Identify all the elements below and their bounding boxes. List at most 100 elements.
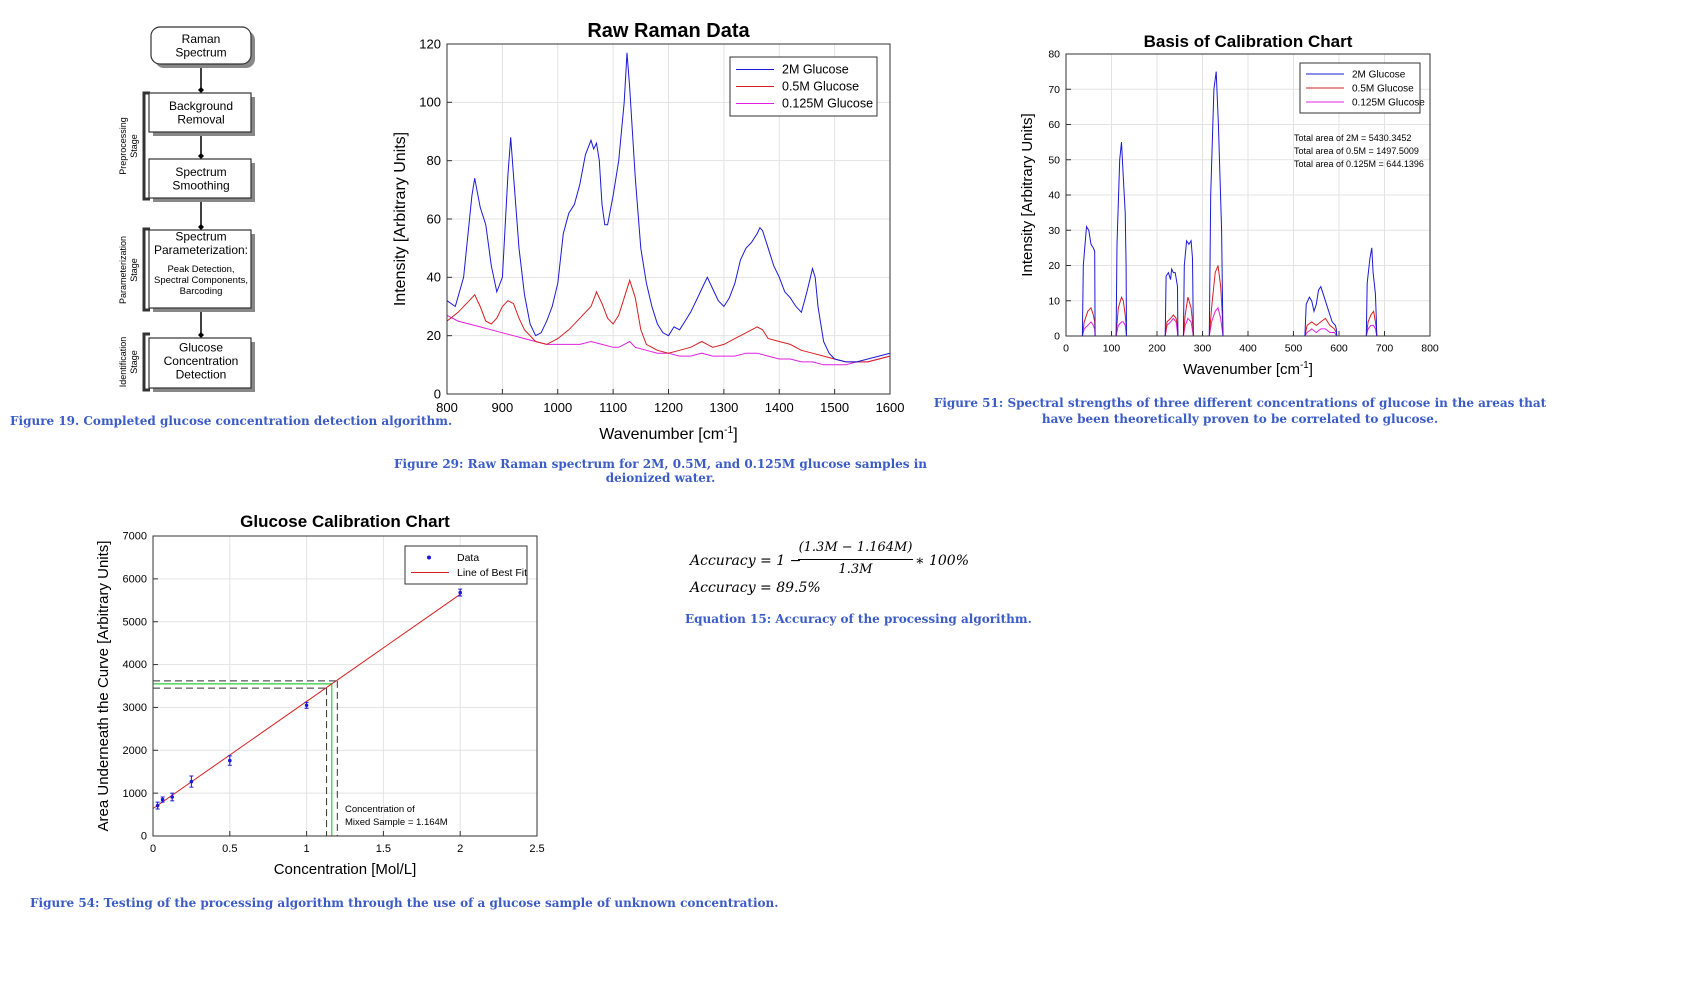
x-tick-label: 1600 (876, 400, 905, 415)
x-tick-label: 900 (492, 400, 514, 415)
y-tick-label: 3000 (123, 702, 147, 714)
glucose-calibration-chart: 0 0.5 1 1.5 2 2.5 0 1000 2000 3000 4000 5000 6000 700… (95, 512, 545, 878)
flow-node-sublabel: Peak Detection, (167, 264, 234, 275)
x-tick-label: 1400 (765, 400, 794, 415)
basis-calibration-chart: 0 100 200 300 400 500 600 700 800 0 10 20 30 40 50 60 70… (1020, 32, 1439, 378)
y-tick-label: 7000 (123, 531, 147, 543)
flow-arrow-head (198, 224, 204, 230)
x-tick-label: 500 (1285, 343, 1303, 355)
flow-node-label: Raman (182, 32, 221, 46)
flow-node-label: Spectrum (175, 45, 226, 59)
data-point (160, 797, 165, 802)
flow-node-label: Spectrum (175, 165, 226, 179)
y-tick-label: 2000 (123, 745, 147, 757)
x-tick-label: 800 (436, 400, 458, 415)
equation-15-caption: Equation 15: Accuracy of the processing … (685, 612, 1032, 626)
y-tick-label: 6000 (123, 574, 147, 586)
equation-numerator: (1.3M − 1.164M) (798, 540, 913, 555)
y-tick-label: 0 (434, 386, 441, 401)
x-tick-label: 0 (150, 843, 156, 855)
series-line-0-125m-glucose (446, 314, 891, 366)
y-tick-label: 4000 (123, 659, 147, 671)
legend-label: Line of Best Fit (457, 567, 527, 579)
y-tick-label: 1000 (123, 788, 147, 800)
x-tick-label: 1500 (820, 400, 849, 415)
x-tick-label: 2.5 (529, 843, 544, 855)
y-tick-label: 10 (1048, 295, 1060, 307)
y-tick-label: 120 (419, 36, 441, 51)
y-tick-label: 60 (1048, 119, 1060, 131)
algorithm-flowchart: RamanSpectrumBackgroundRemovalSpectrumSm… (118, 26, 255, 392)
stage-label: Parameterization (118, 236, 128, 304)
flow-node-label: Smoothing (172, 178, 229, 192)
y-tick-label: 0 (141, 831, 147, 843)
equation-suffix: ∗ 100% (915, 553, 969, 569)
x-tick-label: 100 (1103, 343, 1121, 355)
chart-title: Raw Raman Data (587, 20, 750, 42)
x-tick-label: 0 (1063, 343, 1069, 355)
x-tick-label: 200 (1148, 343, 1166, 355)
plot-area (153, 536, 537, 836)
node-raman-spectrum (150, 26, 252, 65)
flow-node-label: Parameterization: (154, 243, 248, 257)
figure-54-caption: Figure 54: Testing of the processing alg… (30, 896, 779, 910)
data-point (155, 803, 160, 808)
flow-node-label: Detection (176, 368, 227, 382)
y-tick-label: 20 (1048, 260, 1060, 272)
x-tick-label: 600 (1330, 343, 1348, 355)
legend-label: 0.5M Glucose (782, 80, 859, 94)
legend-label: 0.125M Glucose (782, 97, 873, 111)
stage-bracket-identification (142, 332, 150, 392)
flow-node-label: Glucose (179, 341, 223, 355)
y-tick-label: 80 (427, 153, 441, 168)
x-tick-label: 1100 (599, 400, 627, 415)
legend-label: 2M Glucose (1352, 69, 1406, 80)
equation-prefix: Accuracy = 1 − (690, 553, 802, 569)
mixed-sample-annotation: Mixed Sample = 1.164M (345, 817, 448, 828)
node-glucose-detection (148, 337, 252, 389)
series-line-2m-glucose (446, 52, 891, 363)
flow-node-label: Concentration (164, 354, 239, 368)
flow-node-label: Spectrum (175, 229, 226, 243)
node-background-removal (148, 92, 252, 133)
series-line-0-5m-glucose (446, 278, 891, 363)
flow-node-sublabel: Spectral Components, (154, 275, 248, 286)
area-annotation: Total area of 0.125M = 644.1396 (1294, 159, 1424, 169)
x-tick-label: 700 (1376, 343, 1394, 355)
area-annotation: Total area of 2M = 5430.3452 (1294, 133, 1411, 143)
flow-node-sublabel: Barcoding (180, 286, 223, 297)
data-point (228, 758, 232, 763)
stage-bracket-parameterization (142, 227, 150, 312)
x-tick-label: 1200 (654, 400, 683, 415)
y-axis-label: Intensity [Arbitrary Units] (392, 132, 409, 306)
x-tick-label: 400 (1239, 343, 1257, 355)
node-spectrum-smoothing (148, 158, 252, 199)
y-tick-label: 5000 (123, 616, 147, 628)
x-tick-label: 1.5 (376, 843, 391, 855)
data-point (458, 590, 463, 595)
figure-29-caption: Figure 29: Raw Raman spectrum for 2M, 0.… (394, 457, 927, 485)
plot-frame (446, 43, 891, 395)
x-tick-label: 2 (457, 843, 463, 855)
flow-arrow-head (198, 87, 204, 93)
accuracy-equation: Accuracy = 1 − (1.3M − 1.164M) 1.3M ∗ 10… (690, 540, 990, 610)
stage-label: Stage (129, 134, 139, 158)
legend-marker (427, 555, 431, 560)
stage-label: Identification (118, 337, 128, 388)
legend-label: 0.125M Glucose (1352, 97, 1425, 108)
y-tick-label: 40 (1048, 190, 1060, 202)
y-tick-label: 80 (1048, 49, 1060, 61)
data-point (189, 779, 194, 784)
y-tick-label: 40 (427, 270, 441, 285)
stage-label: Stage (129, 258, 139, 282)
x-tick-label: 300 (1194, 343, 1212, 355)
stage-label: Stage (129, 350, 139, 374)
y-tick-label: 70 (1048, 84, 1060, 96)
chart-title: Glucose Calibration Chart (240, 512, 450, 531)
x-tick-label: 800 (1421, 343, 1439, 355)
flow-arrow-head (198, 153, 204, 159)
data-point (170, 795, 174, 799)
figure-51-caption: Figure 51: Spectral strengths of three d… (933, 396, 1547, 426)
y-tick-label: 60 (427, 211, 441, 226)
stage-bracket-preprocessing (142, 91, 150, 201)
